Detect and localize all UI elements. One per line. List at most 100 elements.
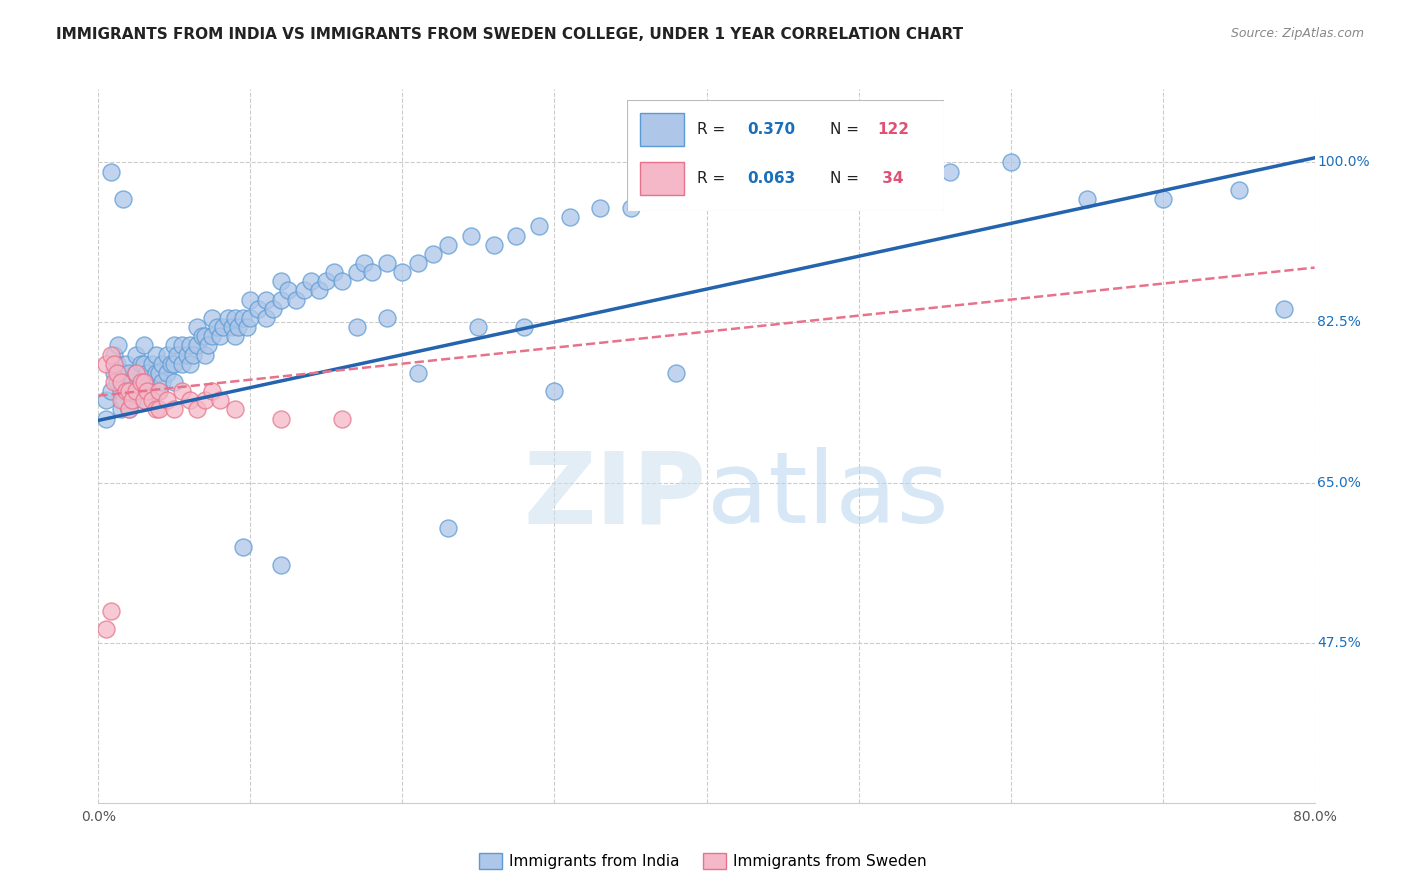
Point [236, 320, 259, 334]
Point [145, 366, 167, 380]
Point [132, 393, 155, 408]
Point [270, 293, 292, 307]
Point [100, 164, 122, 178]
Point [105, 375, 128, 389]
Point [650, 192, 672, 206]
Point [118, 366, 141, 380]
Point [201, 329, 224, 343]
Point [166, 347, 188, 361]
Point [277, 284, 299, 298]
Point [145, 347, 167, 361]
Point [221, 320, 243, 334]
Point [939, 164, 962, 178]
Point [361, 265, 384, 279]
Point [270, 411, 292, 425]
Point [118, 402, 141, 417]
Point [893, 164, 915, 178]
Point [156, 366, 179, 380]
Point [619, 201, 641, 215]
Point [239, 310, 262, 325]
Point [105, 366, 128, 380]
Point [665, 366, 688, 380]
Point [163, 402, 186, 417]
Point [129, 375, 152, 389]
Point [125, 384, 148, 398]
Point [100, 384, 122, 398]
Point [132, 375, 155, 389]
Point [110, 375, 132, 389]
Point [118, 384, 141, 398]
Point [232, 310, 254, 325]
Point [112, 393, 135, 408]
Point [194, 347, 217, 361]
Point [247, 301, 270, 316]
Point [148, 384, 170, 398]
Point [224, 402, 246, 417]
Point [848, 174, 870, 188]
Point [1227, 183, 1250, 197]
Point [150, 375, 173, 389]
Point [1272, 301, 1295, 316]
Point [103, 347, 125, 361]
Point [270, 558, 292, 572]
Point [125, 347, 148, 361]
Point [170, 384, 193, 398]
Point [786, 183, 808, 197]
Point [94, 393, 117, 408]
Point [186, 320, 208, 334]
Point [482, 237, 505, 252]
Point [197, 338, 219, 352]
Point [129, 375, 152, 389]
Text: 65.0%: 65.0% [1317, 475, 1361, 490]
Point [353, 256, 375, 270]
Point [121, 375, 143, 389]
Point [217, 310, 239, 325]
Point [543, 384, 565, 398]
Point [129, 357, 152, 371]
Point [201, 384, 224, 398]
Point [156, 393, 179, 408]
Point [346, 320, 368, 334]
Point [163, 375, 186, 389]
Point [460, 228, 482, 243]
Point [437, 521, 460, 535]
Text: atlas: atlas [707, 448, 948, 544]
Point [118, 402, 141, 417]
Point [741, 183, 763, 197]
Point [141, 375, 163, 389]
Point [107, 338, 129, 352]
Point [111, 366, 134, 380]
Point [179, 357, 201, 371]
Point [308, 284, 330, 298]
Point [375, 256, 398, 270]
Point [239, 293, 262, 307]
Point [262, 301, 284, 316]
Point [114, 375, 136, 389]
Point [375, 310, 398, 325]
Point [209, 393, 232, 408]
Point [121, 393, 143, 408]
Point [132, 375, 155, 389]
Point [194, 393, 217, 408]
Point [100, 604, 122, 618]
Text: 100.0%: 100.0% [1317, 155, 1369, 169]
Point [558, 211, 581, 225]
Point [224, 310, 246, 325]
Point [270, 274, 292, 288]
Point [179, 393, 201, 408]
Point [1152, 192, 1174, 206]
Point [148, 384, 170, 398]
Point [163, 338, 186, 352]
Point [186, 338, 208, 352]
Point [323, 265, 346, 279]
Point [696, 192, 718, 206]
Point [156, 347, 179, 361]
Point [194, 329, 217, 343]
Point [94, 357, 117, 371]
Point [254, 310, 277, 325]
Point [529, 219, 551, 234]
Point [125, 384, 148, 398]
Point [114, 357, 136, 371]
Text: 82.5%: 82.5% [1317, 316, 1361, 329]
Point [232, 540, 254, 554]
